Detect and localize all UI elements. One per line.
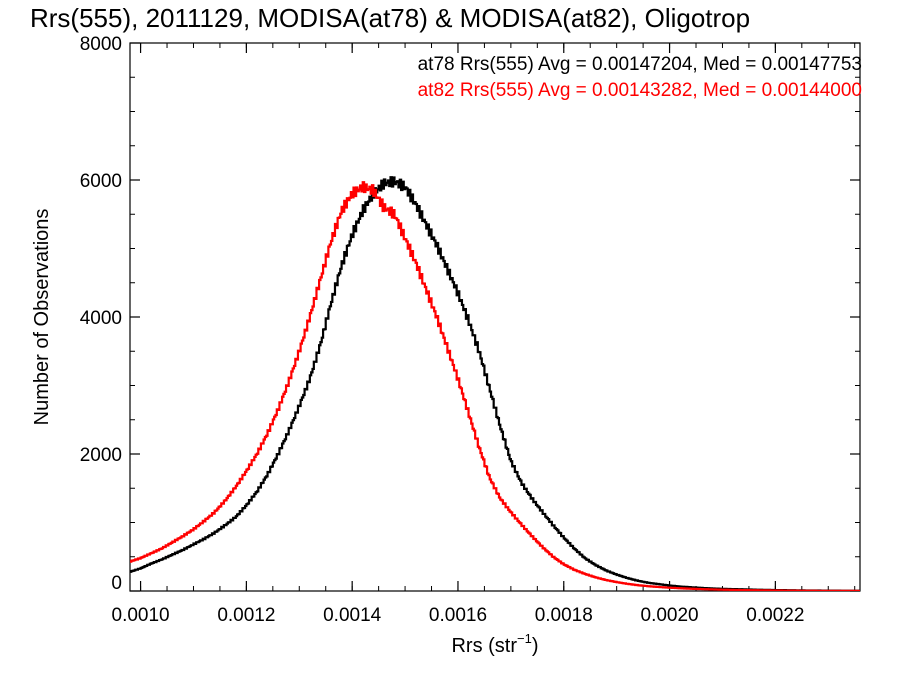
y-tick-label: 8000 xyxy=(80,34,122,55)
x-axis-label-main: Rrs (str xyxy=(451,635,517,657)
chart-title: Rrs(555), 2011129, MODISA(at78) & MODISA… xyxy=(30,3,750,33)
legend-at78: at78 Rrs(555) Avg = 0.00147204, Med = 0.… xyxy=(418,54,862,75)
y-tick-label: 6000 xyxy=(80,171,122,192)
series-at78-line xyxy=(130,176,860,591)
x-tick-label: 0.0010 xyxy=(112,605,170,626)
axis-ticks: 0.0010 0.0012 0.0014 0.0016 0.0018 0.0020 0.00… xyxy=(80,34,860,626)
x-tick-label: 0.0014 xyxy=(323,605,382,626)
x-axis-label: Rrs (str−1) xyxy=(451,631,538,657)
x-axis-label-exponent: −1 xyxy=(517,631,532,646)
y-axis-label: Number of Observations xyxy=(31,209,53,426)
x-tick-label: 0.0020 xyxy=(641,605,699,626)
x-tick-label: 0.0018 xyxy=(535,605,593,626)
x-axis-label-close: ) xyxy=(532,635,539,657)
y-tick-label: 4000 xyxy=(80,308,122,329)
series-at82-line xyxy=(130,181,860,591)
series-layer xyxy=(130,176,860,591)
y-tick-label: 0 xyxy=(111,573,122,594)
legend-at82: at82 Rrs(555) Avg = 0.00143282, Med = 0.… xyxy=(418,80,862,101)
x-tick-label: 0.0012 xyxy=(217,605,275,626)
plot-area xyxy=(129,42,861,592)
y-tick-label: 2000 xyxy=(80,445,122,466)
x-tick-label: 0.0022 xyxy=(746,605,804,626)
x-tick-label: 0.0016 xyxy=(429,605,487,626)
